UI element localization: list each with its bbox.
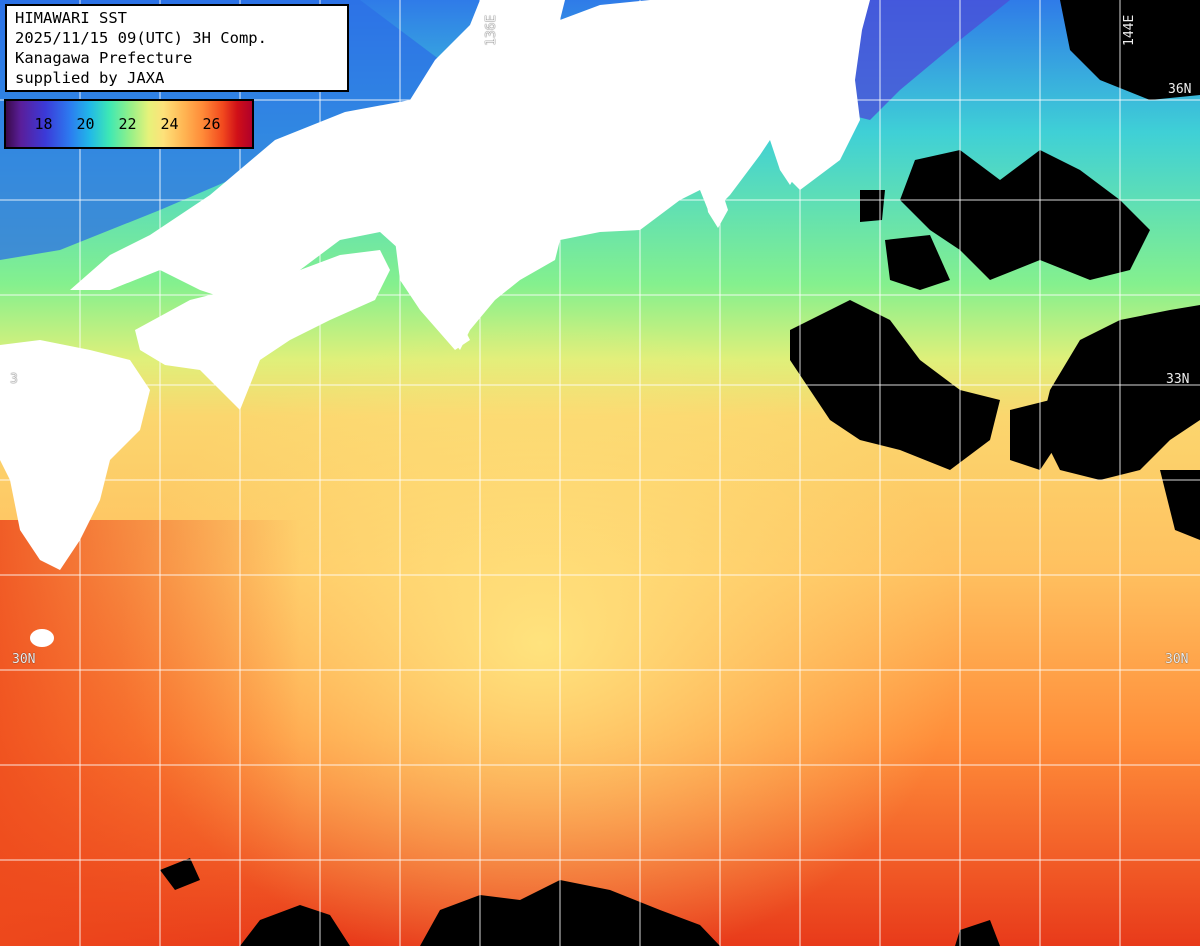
product-title: HIMAWARI SST <box>15 9 127 27</box>
longitude-label-136e: 136E <box>484 14 499 46</box>
longitude-label-144e: 144E <box>1122 14 1137 46</box>
legend-tick-24: 24 <box>160 115 179 133</box>
supplier-label: supplied by JAXA <box>15 69 165 87</box>
latitude-label-33n-right: 33N <box>1166 372 1190 387</box>
land-izu <box>705 185 728 228</box>
latitude-label-30n-left: 30N <box>12 652 36 667</box>
land-boso <box>775 130 805 185</box>
sea-west-warm <box>0 520 300 946</box>
land-kii-tip <box>395 232 470 350</box>
land-kyushu <box>0 340 150 570</box>
sea-cold-northeast <box>830 0 1010 120</box>
latitude-label-36n: 36N <box>1168 82 1192 97</box>
observation-datetime: 2025/11/15 09(UTC) 3H Comp. <box>15 29 267 47</box>
legend-tick-18: 18 <box>34 115 53 133</box>
temperature-color-legend: 18 20 22 24 26 <box>4 99 254 149</box>
cloud-mask-south <box>160 858 1000 946</box>
publisher-label: Kanagawa Prefecture <box>15 49 193 67</box>
latitude-label-30n-right: 30N <box>1165 652 1189 667</box>
land-island-tanegashima <box>30 629 54 647</box>
legend-tick-26: 26 <box>202 115 221 133</box>
legend-tick-20: 20 <box>76 115 95 133</box>
latitude-label-33n-left: 3 <box>10 372 18 387</box>
info-box: HIMAWARI SST 2025/11/15 09(UTC) 3H Comp.… <box>5 4 349 92</box>
land-honshu <box>70 0 870 350</box>
legend-tick-22: 22 <box>118 115 137 133</box>
land-shikoku <box>135 250 390 410</box>
